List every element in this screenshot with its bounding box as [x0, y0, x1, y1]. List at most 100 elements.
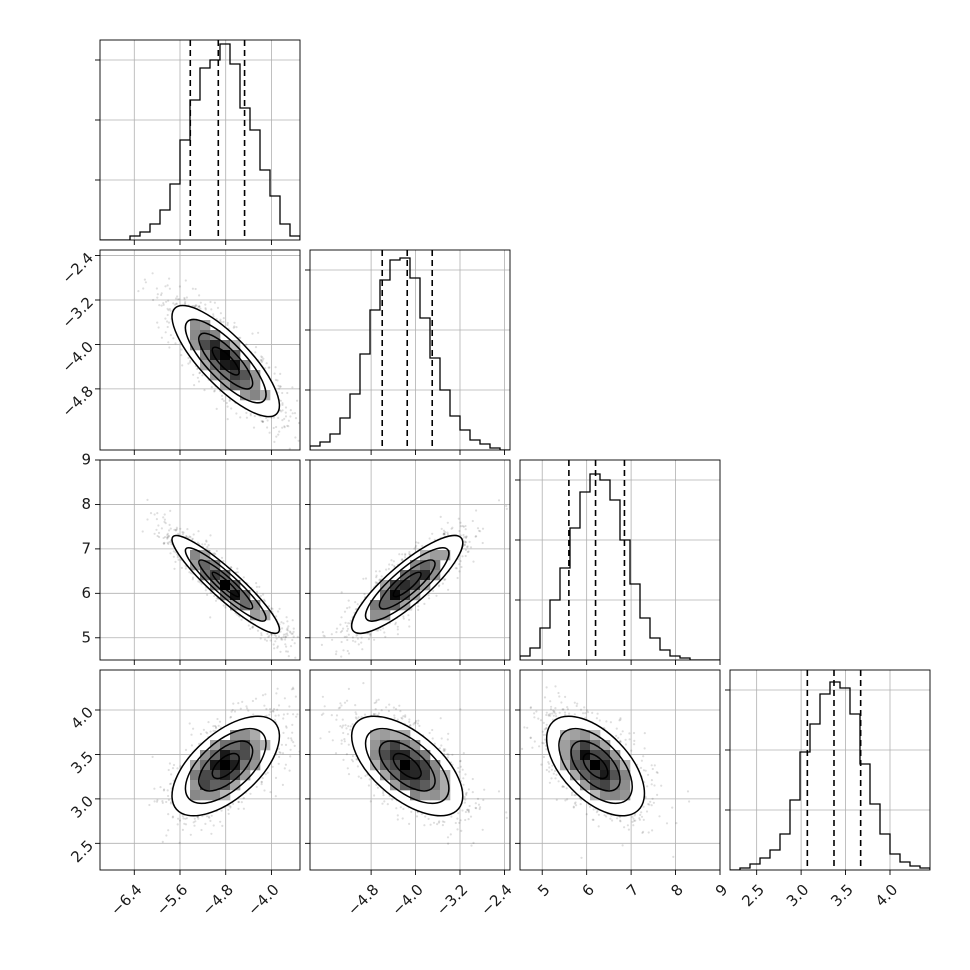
- scatter-point: [251, 332, 254, 335]
- scatter-point: [458, 529, 461, 533]
- scatter-point: [441, 582, 444, 585]
- scatter-point: [280, 621, 283, 624]
- scatter-point: [197, 530, 200, 533]
- density-cell: [210, 360, 221, 371]
- y-tick-label: 8: [81, 495, 91, 513]
- scatter-point: [343, 610, 347, 613]
- scatter-point: [299, 663, 301, 665]
- scatter-point: [322, 634, 325, 637]
- scatter-point: [277, 384, 280, 387]
- contour-line: [184, 318, 267, 404]
- scatter-point: [402, 617, 405, 620]
- scatter-point: [281, 409, 284, 412]
- density-cell: [210, 560, 221, 571]
- scatter-point: [394, 623, 397, 626]
- scatter-point: [178, 285, 181, 288]
- scatter-point: [339, 631, 342, 634]
- scatter-point: [160, 304, 163, 307]
- scatter-point: [175, 302, 178, 305]
- scatter-point: [191, 576, 195, 579]
- scatter-point: [277, 635, 281, 638]
- scatter-point: [215, 407, 218, 410]
- scatter-point: [252, 426, 256, 429]
- scatter-point: [387, 567, 390, 571]
- scatter-point: [297, 439, 300, 442]
- density-cell: [260, 390, 271, 401]
- scatter-point: [261, 420, 264, 423]
- scatter-point: [284, 638, 287, 641]
- scatter-point: [360, 641, 363, 644]
- scatter-point: [289, 645, 293, 648]
- scatter-point: [222, 320, 225, 323]
- scatter-point: [259, 359, 263, 362]
- scatter-point: [321, 631, 324, 634]
- contour-line: [364, 547, 450, 622]
- contour-line: [350, 534, 464, 635]
- scatter-point: [461, 524, 464, 528]
- scatter-point: [204, 303, 207, 306]
- scatter-point: [349, 619, 352, 622]
- scatter-point: [168, 346, 171, 349]
- scatter-point: [204, 307, 207, 310]
- scatter-point: [462, 525, 465, 528]
- density-cell: [230, 600, 241, 611]
- scatter-point: [263, 598, 266, 601]
- density-cell: [210, 350, 221, 361]
- scatter-point: [260, 355, 263, 358]
- scatter-point: [179, 527, 182, 530]
- scatter-point: [178, 298, 181, 301]
- scatter-point: [369, 634, 372, 637]
- density-cell: [250, 370, 261, 381]
- scatter-point: [261, 420, 264, 423]
- scatter-point: [176, 298, 179, 301]
- scatter-point: [220, 556, 224, 559]
- scatter-point: [172, 555, 175, 558]
- scatter-point: [375, 582, 378, 585]
- scatter-point: [195, 304, 198, 307]
- density-cell: [230, 580, 241, 591]
- scatter-point: [394, 621, 397, 624]
- scatter-point: [168, 540, 171, 544]
- density-cell: [230, 360, 241, 371]
- scatter-point: [239, 416, 242, 419]
- density-cell: [420, 550, 431, 561]
- scatter-point: [168, 529, 171, 532]
- scatter-point: [385, 568, 388, 571]
- scatter-point: [442, 532, 445, 535]
- scatter-point: [189, 359, 192, 362]
- pair-panel-2-1: [305, 459, 511, 665]
- density-cell: [370, 600, 381, 611]
- scatter-point: [458, 563, 461, 566]
- contour-line: [211, 571, 240, 598]
- y-tick-label: 7: [81, 539, 91, 557]
- contour-line: [211, 346, 240, 376]
- histogram-line: [310, 257, 510, 450]
- scatter-point: [263, 599, 266, 603]
- density-cell: [430, 570, 441, 581]
- scatter-point: [345, 635, 348, 638]
- scatter-point: [166, 284, 169, 287]
- scatter-point: [284, 635, 287, 638]
- scatter-point: [274, 366, 277, 369]
- scatter-point: [464, 541, 467, 544]
- scatter-point: [199, 307, 202, 310]
- scatter-point: [245, 343, 248, 346]
- density-cell: [420, 560, 431, 571]
- scatter-point: [286, 629, 289, 632]
- scatter-point: [455, 567, 458, 570]
- scatter-point: [340, 640, 343, 644]
- scatter-point: [443, 533, 446, 536]
- panel-content: [100, 40, 300, 240]
- scatter-point: [160, 527, 163, 530]
- scatter-point: [190, 572, 193, 575]
- scatter-point: [198, 294, 201, 297]
- scatter-point: [162, 302, 165, 305]
- density-cell: [380, 610, 391, 621]
- scatter-point: [199, 301, 202, 304]
- scatter-point: [401, 553, 404, 556]
- scatter-point: [284, 636, 287, 639]
- scatter-point: [459, 525, 462, 528]
- scatter-point: [460, 565, 463, 569]
- density-cell: [190, 560, 201, 571]
- scatter-point: [155, 518, 158, 521]
